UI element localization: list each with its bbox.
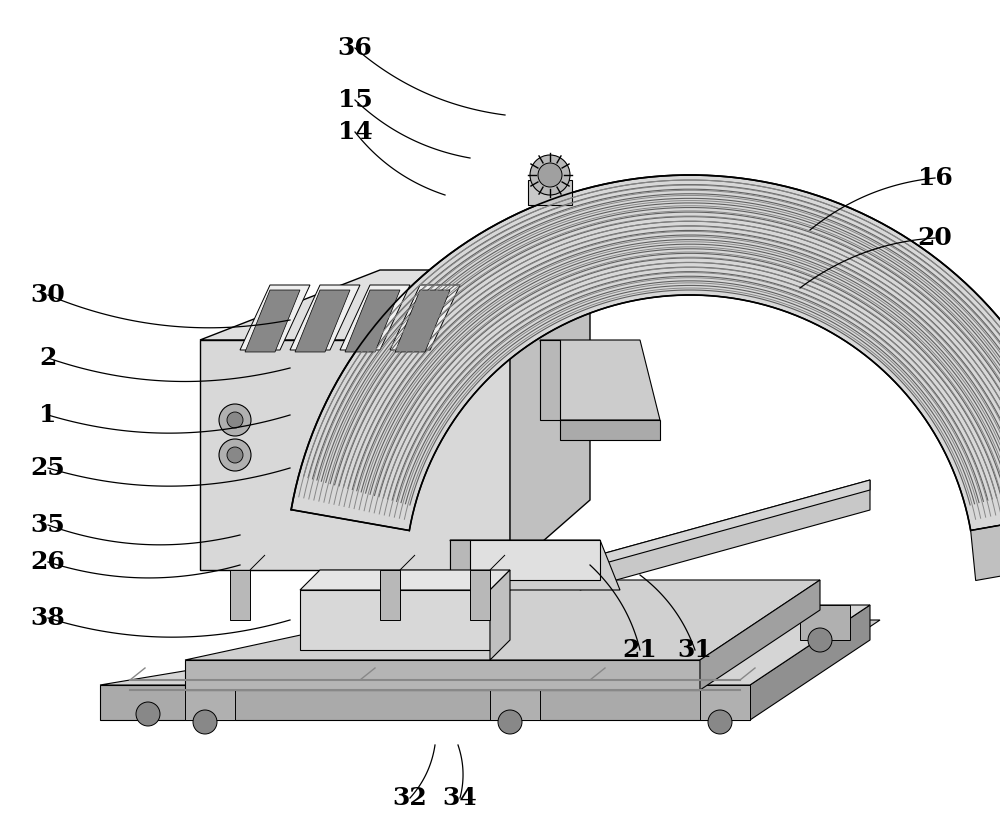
Polygon shape	[510, 200, 590, 270]
Polygon shape	[291, 175, 1000, 530]
Polygon shape	[450, 540, 600, 580]
Polygon shape	[490, 685, 540, 720]
Polygon shape	[390, 285, 460, 350]
Circle shape	[530, 155, 570, 195]
Polygon shape	[580, 480, 870, 570]
Polygon shape	[750, 605, 870, 720]
Polygon shape	[560, 420, 660, 440]
Polygon shape	[470, 570, 490, 620]
Polygon shape	[230, 570, 250, 620]
Polygon shape	[100, 605, 870, 685]
Polygon shape	[185, 660, 700, 690]
Polygon shape	[528, 180, 572, 205]
Polygon shape	[185, 580, 820, 660]
Text: 30: 30	[31, 283, 65, 307]
Text: 38: 38	[31, 606, 65, 630]
Circle shape	[227, 412, 243, 428]
Text: 25: 25	[31, 456, 65, 480]
Polygon shape	[240, 285, 310, 350]
Circle shape	[219, 439, 251, 471]
Text: 32: 32	[393, 786, 427, 810]
Polygon shape	[235, 665, 265, 685]
Polygon shape	[200, 340, 510, 570]
Polygon shape	[700, 685, 750, 720]
Text: 31: 31	[678, 638, 712, 662]
Polygon shape	[100, 685, 750, 720]
Polygon shape	[300, 590, 490, 650]
Circle shape	[538, 163, 562, 187]
Polygon shape	[490, 570, 510, 660]
Text: 21: 21	[623, 638, 657, 662]
Polygon shape	[510, 270, 590, 570]
Text: 2: 2	[39, 346, 57, 370]
Polygon shape	[295, 290, 350, 352]
Polygon shape	[395, 290, 450, 352]
Polygon shape	[115, 620, 880, 700]
Polygon shape	[250, 555, 265, 570]
Polygon shape	[540, 665, 570, 685]
Text: 14: 14	[338, 120, 372, 144]
Circle shape	[219, 404, 251, 436]
Circle shape	[193, 710, 217, 734]
Circle shape	[227, 447, 243, 463]
Polygon shape	[380, 570, 400, 620]
Text: 26: 26	[31, 550, 65, 574]
Polygon shape	[300, 570, 510, 590]
Polygon shape	[700, 580, 820, 690]
Polygon shape	[540, 340, 560, 420]
Polygon shape	[800, 605, 850, 640]
Polygon shape	[400, 555, 415, 570]
Circle shape	[808, 628, 832, 652]
Polygon shape	[580, 480, 870, 590]
Polygon shape	[510, 270, 590, 290]
Text: 36: 36	[338, 36, 372, 60]
Text: 16: 16	[918, 166, 952, 190]
Polygon shape	[245, 290, 300, 352]
Polygon shape	[540, 340, 660, 420]
Polygon shape	[200, 270, 590, 340]
Text: 34: 34	[443, 786, 477, 810]
Circle shape	[498, 710, 522, 734]
Circle shape	[136, 702, 160, 726]
Circle shape	[708, 710, 732, 734]
Polygon shape	[340, 285, 410, 350]
Polygon shape	[290, 285, 360, 350]
Polygon shape	[450, 540, 470, 580]
Polygon shape	[971, 509, 1000, 581]
Text: 20: 20	[918, 226, 952, 250]
Text: 35: 35	[31, 513, 65, 537]
Polygon shape	[490, 555, 505, 570]
Polygon shape	[185, 685, 235, 720]
Text: 15: 15	[338, 88, 372, 112]
Polygon shape	[450, 540, 620, 590]
Polygon shape	[345, 290, 400, 352]
Text: 1: 1	[39, 403, 57, 427]
